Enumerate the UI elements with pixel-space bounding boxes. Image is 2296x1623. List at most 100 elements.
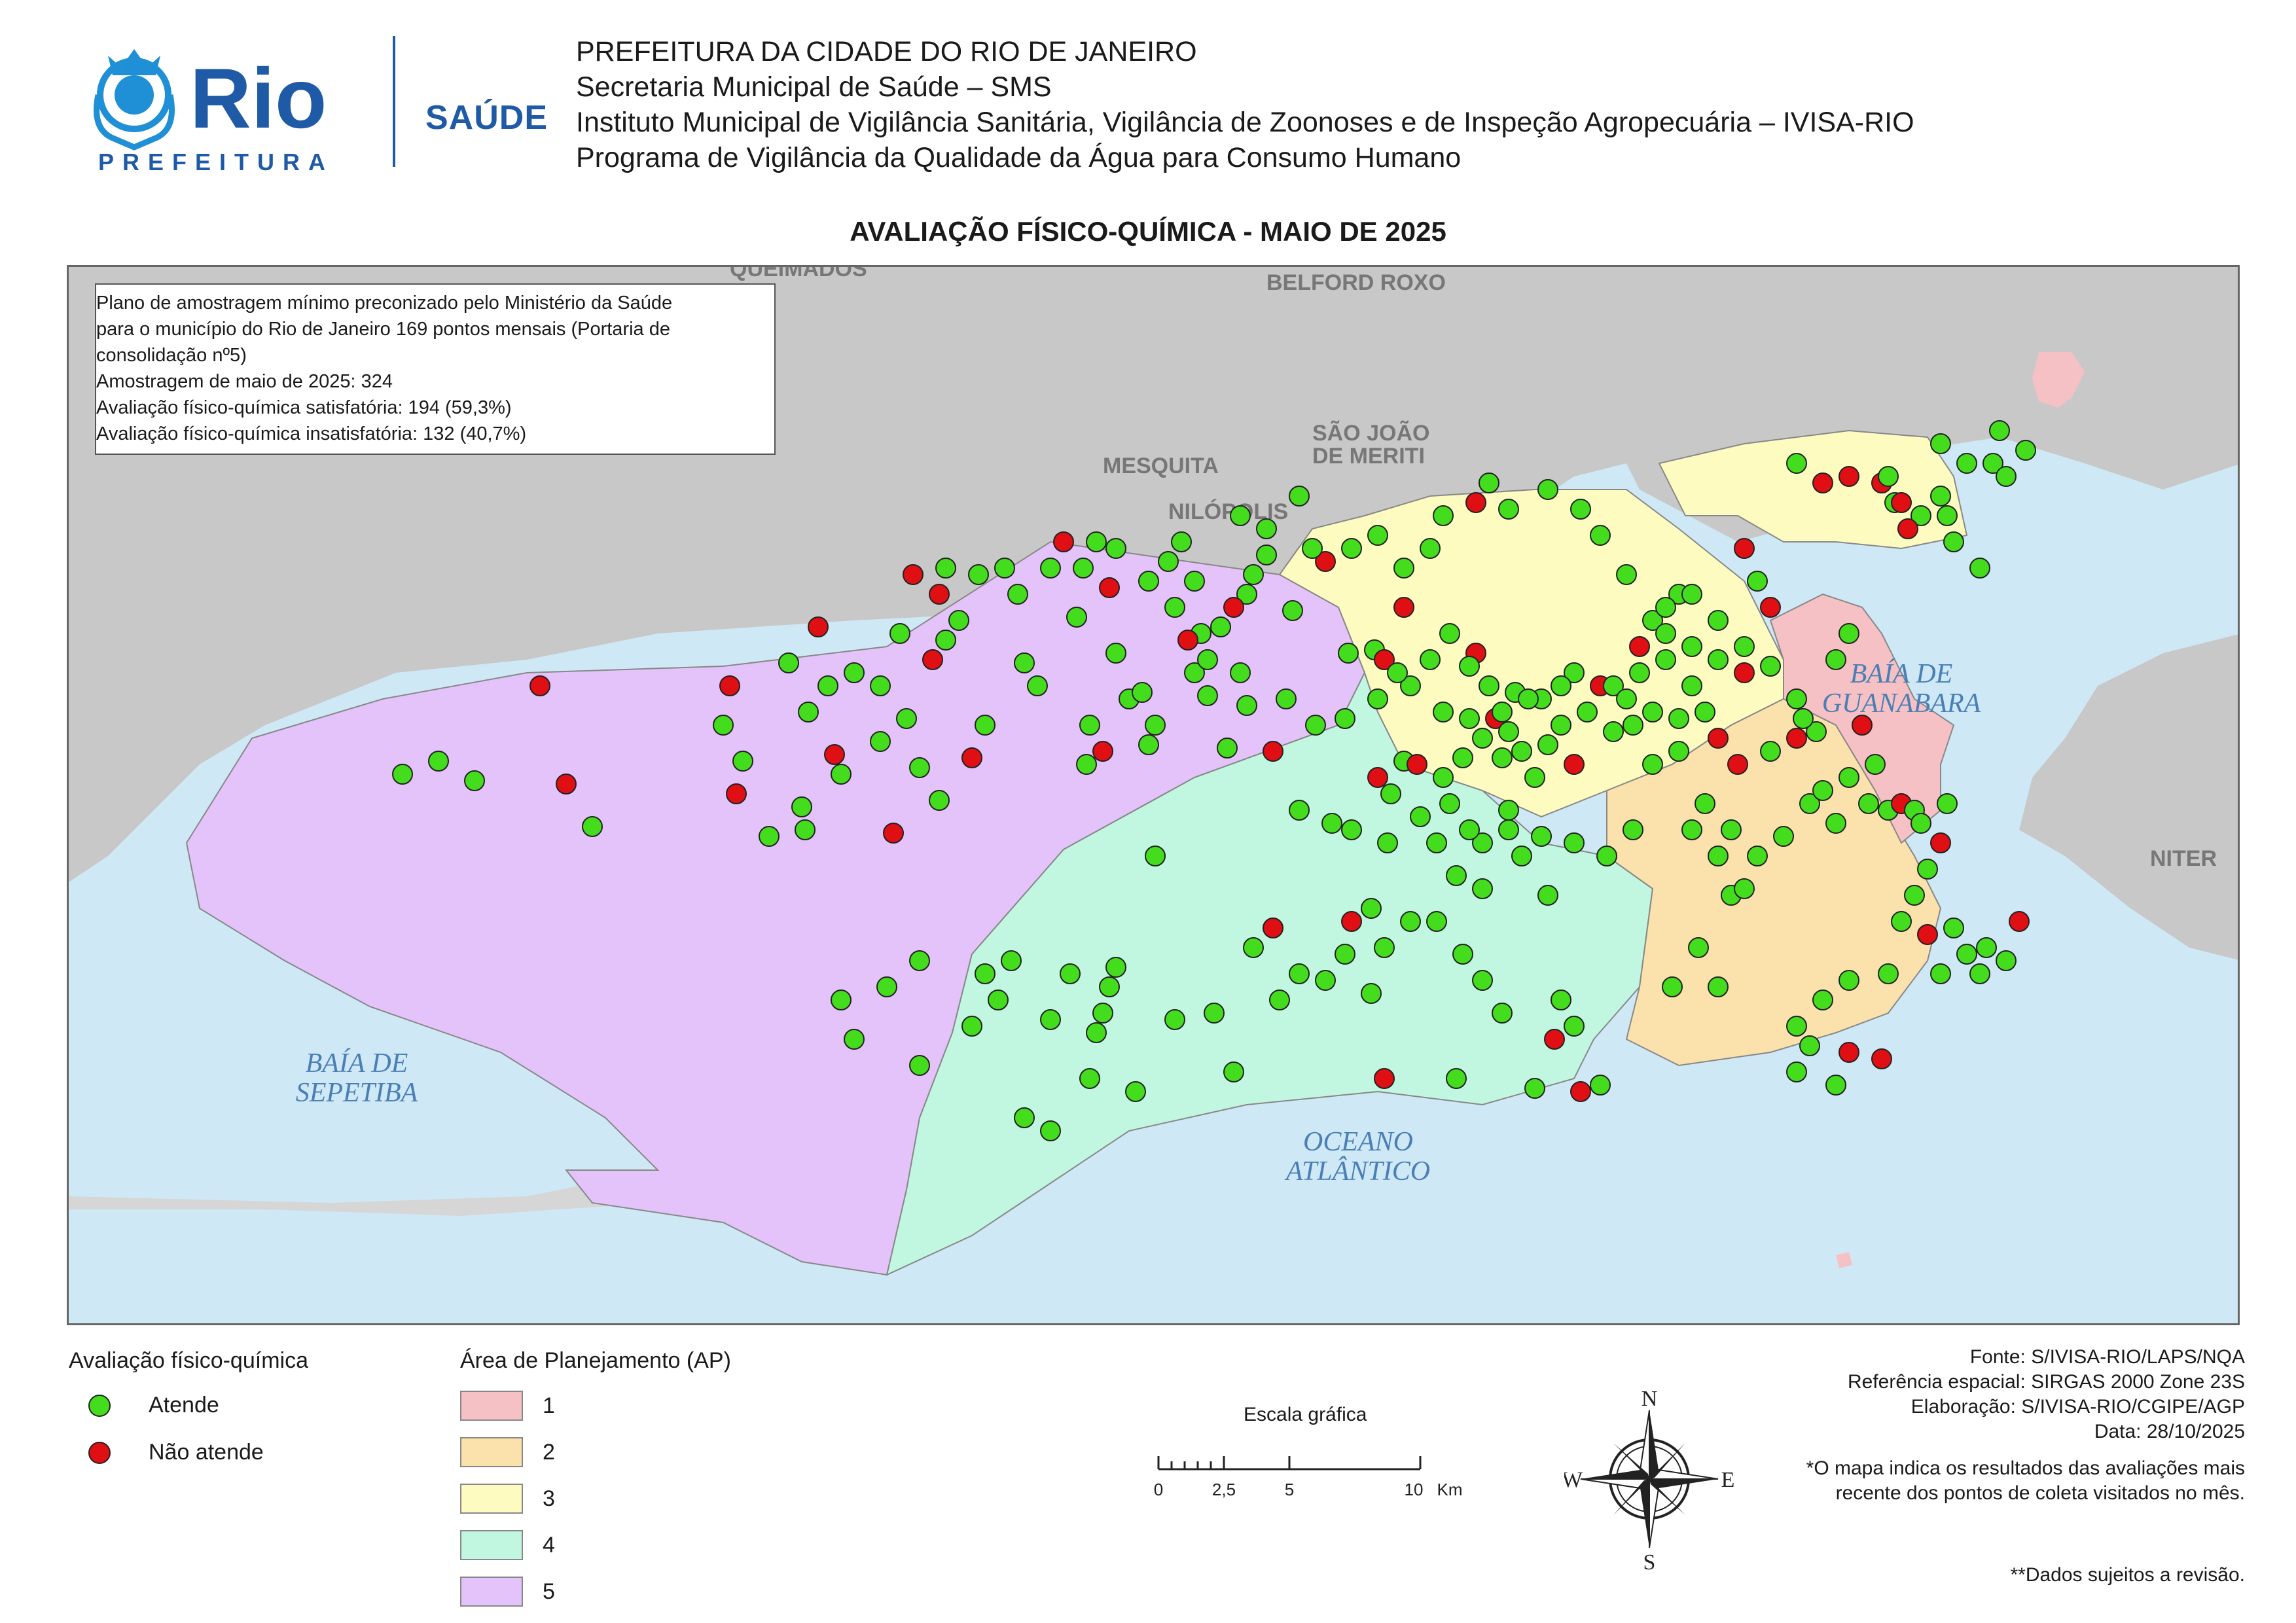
label-baia-guanabara-2: GUANABARA — [1822, 688, 1981, 719]
sample-point-atende — [1603, 721, 1624, 742]
header-line: Secretaria Municipal de Saúde – SMS — [576, 71, 1052, 103]
ap1-swatch — [460, 1391, 523, 1421]
sample-point-atende — [1943, 531, 1964, 552]
sample-point-atende — [1537, 885, 1558, 906]
red-dot-icon — [88, 1441, 111, 1464]
scale-tick: 10 — [1405, 1480, 1424, 1499]
sample-point-atende — [1642, 754, 1663, 775]
sample-point-atende — [1007, 584, 1028, 605]
sample-point-atende — [1629, 662, 1650, 683]
sample-point-atende — [1138, 571, 1159, 592]
label-queimados: QUEIMADOS — [730, 267, 867, 281]
sample-point-atende — [778, 652, 799, 673]
sample-point-atende — [1721, 819, 1742, 840]
compass-w: W — [1564, 1468, 1583, 1492]
sample-point-atende — [1865, 754, 1886, 775]
sample-point-atende — [1642, 702, 1663, 722]
sample-point-atende — [1393, 558, 1414, 579]
legend-points-title: Avaliação físico-química — [69, 1348, 308, 1373]
sample-point-atende — [1243, 937, 1264, 958]
sample-point-atende — [1289, 963, 1310, 984]
credit-line: Elaboração: S/IVISA-RIO/CGIPE/AGP — [1910, 1396, 2245, 1418]
sample-point-atende — [1217, 738, 1238, 758]
sample-point-atende — [1799, 793, 1820, 814]
sample-point-atende — [1472, 728, 1493, 749]
sample-point-atende — [1269, 990, 1290, 1010]
sample-point-atende — [935, 558, 956, 579]
sample-point-atende — [1452, 944, 1473, 965]
sample-point-atende — [844, 1029, 865, 1050]
sample-point-atende — [1747, 571, 1768, 592]
sample-point-atende — [1158, 551, 1179, 572]
sample-point-atende — [1374, 937, 1395, 958]
sample-point-nao-atende — [1544, 1029, 1565, 1050]
sample-point-atende — [1786, 688, 1807, 709]
sample-point-atende — [817, 675, 838, 696]
sample-point-nao-atende — [808, 616, 829, 637]
sample-point-atende — [1197, 649, 1218, 670]
sample-point-nao-atende — [1092, 741, 1113, 762]
sample-point-nao-atende — [1734, 538, 1755, 559]
sample-point-nao-atende — [883, 823, 904, 844]
sample-point-atende — [582, 816, 603, 837]
header-line: Programa de Vigilância da Qualidade da Á… — [576, 142, 1462, 173]
sample-point-atende — [1492, 1003, 1513, 1024]
label-mesquita: MESQUITA — [1103, 454, 1219, 478]
compass-n: N — [1641, 1387, 1658, 1411]
sample-point-atende — [1734, 636, 1755, 657]
sample-point-atende — [1616, 688, 1637, 709]
sample-point-atende — [1551, 990, 1571, 1010]
sample-point-atende — [1138, 734, 1159, 755]
sample-point-atende — [428, 751, 449, 772]
sample-point-atende — [1760, 656, 1781, 677]
sample-point-atende — [1969, 558, 1990, 579]
sample-point-nao-atende — [529, 675, 550, 696]
sample-point-atende — [1001, 950, 1022, 971]
sample-point-atende — [870, 675, 891, 696]
marambaia — [69, 1170, 658, 1216]
sample-point-nao-atende — [1374, 1068, 1395, 1089]
sample-point-atende — [975, 963, 996, 984]
sample-point-nao-atende — [726, 783, 747, 804]
sample-point-atende — [1616, 564, 1637, 585]
sample-point-atende — [1433, 505, 1454, 526]
sampling-info-box: Plano de amostragem mínimo preconizado p… — [95, 283, 776, 455]
sample-point-atende — [1969, 963, 1990, 984]
sample-point-atende — [1223, 1061, 1244, 1082]
sample-point-nao-atende — [1629, 636, 1650, 657]
sample-point-atende — [1230, 505, 1251, 526]
sample-point-atende — [1681, 819, 1702, 840]
sample-point-atende — [1060, 963, 1081, 984]
header-institution-lines: PREFEITURA DA CIDADE DO RIO DE JANEIRO S… — [576, 34, 1914, 175]
info-line: Amostragem de maio de 2025: 324 — [96, 371, 393, 392]
sample-point-atende — [1681, 675, 1702, 696]
sample-point-atende — [1839, 767, 1859, 788]
map-note-revision: **Dados sujeitos a revisão. — [2010, 1564, 2245, 1586]
sample-point-nao-atende — [1341, 911, 1362, 932]
header-line: Instituto Municipal de Vigilância Sanitá… — [576, 107, 1914, 138]
credit-line: Referência espacial: SIRGAS 2000 Zone 23… — [1847, 1371, 2245, 1393]
sample-point-atende — [1204, 1003, 1225, 1024]
sample-point-atende — [1066, 607, 1087, 628]
sample-point-atende — [1498, 819, 1519, 840]
sample-point-atende — [1236, 695, 1257, 716]
sample-point-atende — [1105, 643, 1126, 664]
sample-point-atende — [1305, 715, 1326, 736]
sample-point-nao-atende — [1564, 754, 1585, 775]
sample-point-atende — [1708, 976, 1729, 997]
sample-point-atende — [1773, 826, 1794, 847]
sample-point-atende — [1302, 538, 1323, 559]
sample-point-atende — [1367, 525, 1388, 546]
sample-point-atende — [1708, 846, 1729, 866]
scale-unit: Km — [1437, 1480, 1463, 1499]
sample-point-atende — [1210, 616, 1231, 637]
compass-e: E — [1721, 1468, 1734, 1492]
sample-point-atende — [1996, 466, 2017, 487]
sample-point-nao-atende — [1891, 492, 1912, 513]
sample-point-atende — [1236, 584, 1257, 605]
sample-point-atende — [1426, 832, 1447, 853]
sample-point-atende — [1446, 865, 1467, 886]
ap3-island — [1658, 429, 1968, 550]
sample-point-atende — [1472, 878, 1493, 899]
sample-point-atende — [1655, 597, 1676, 618]
